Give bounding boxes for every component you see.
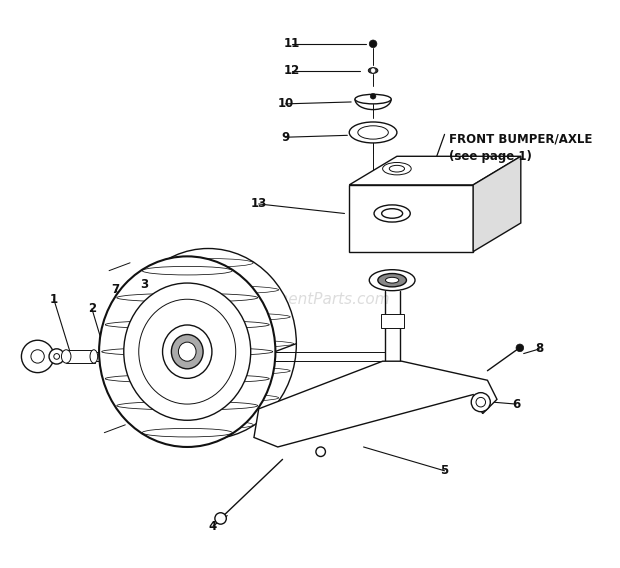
Ellipse shape: [171, 335, 203, 369]
Text: 1: 1: [50, 293, 58, 306]
Ellipse shape: [355, 94, 391, 104]
Text: 8: 8: [536, 343, 544, 356]
Circle shape: [316, 447, 326, 457]
Text: eReplacementParts.com: eReplacementParts.com: [203, 292, 390, 307]
Ellipse shape: [378, 274, 407, 287]
Bar: [66, 350, 95, 363]
Text: 11: 11: [284, 37, 300, 51]
Ellipse shape: [349, 122, 397, 143]
Ellipse shape: [368, 68, 378, 73]
Text: 10: 10: [277, 97, 293, 110]
Ellipse shape: [370, 270, 415, 291]
Text: FRONT BUMPER/AXLE: FRONT BUMPER/AXLE: [450, 133, 593, 145]
Ellipse shape: [389, 165, 404, 172]
Text: 9: 9: [281, 131, 290, 144]
Text: 7: 7: [112, 283, 120, 296]
Polygon shape: [254, 361, 497, 447]
Circle shape: [54, 353, 60, 360]
Text: 2: 2: [88, 302, 96, 315]
Text: 12: 12: [284, 64, 300, 77]
Circle shape: [370, 40, 377, 48]
Text: (see page 1): (see page 1): [450, 150, 532, 163]
Ellipse shape: [162, 325, 212, 378]
Ellipse shape: [61, 350, 71, 363]
Ellipse shape: [382, 208, 402, 218]
Circle shape: [215, 513, 226, 524]
Ellipse shape: [383, 162, 411, 175]
Polygon shape: [473, 156, 521, 252]
Ellipse shape: [99, 256, 275, 447]
Ellipse shape: [90, 350, 97, 363]
Circle shape: [22, 340, 54, 373]
Circle shape: [471, 392, 490, 412]
Text: 3: 3: [140, 278, 148, 291]
Polygon shape: [349, 156, 521, 185]
Ellipse shape: [358, 126, 388, 139]
Ellipse shape: [124, 283, 250, 420]
Circle shape: [31, 350, 44, 363]
Text: 13: 13: [250, 198, 267, 210]
Circle shape: [516, 344, 524, 352]
Circle shape: [371, 69, 375, 73]
Ellipse shape: [120, 248, 296, 439]
Ellipse shape: [386, 277, 399, 283]
Text: 6: 6: [512, 398, 520, 411]
Circle shape: [370, 93, 376, 99]
Ellipse shape: [139, 299, 236, 404]
Circle shape: [476, 398, 485, 407]
Polygon shape: [349, 185, 473, 252]
Circle shape: [49, 349, 64, 364]
Text: 5: 5: [440, 464, 449, 477]
Text: 4: 4: [209, 520, 217, 533]
Ellipse shape: [374, 205, 410, 222]
Bar: [381, 315, 404, 328]
Ellipse shape: [179, 342, 196, 361]
